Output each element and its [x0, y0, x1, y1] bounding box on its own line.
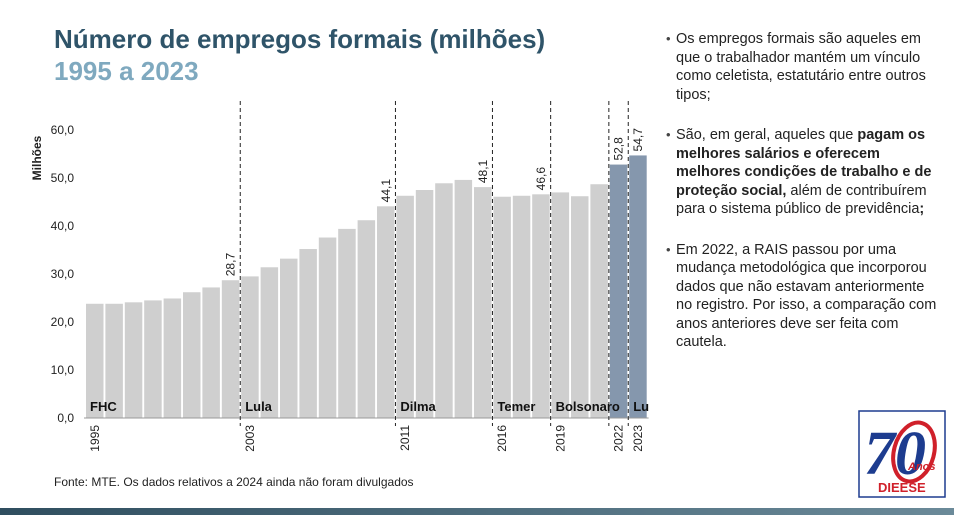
- bar: [532, 194, 550, 418]
- bar: [86, 303, 104, 418]
- bar: [183, 292, 201, 418]
- y-tick-label: 50,0: [51, 171, 75, 185]
- source-note: Fonte: MTE. Os dados relativos a 2024 ai…: [54, 475, 414, 489]
- bar: [221, 280, 240, 418]
- period-label: Lula: [633, 399, 650, 414]
- bar: [396, 195, 414, 418]
- bar: [144, 300, 162, 418]
- bar: [357, 220, 376, 418]
- bar: [435, 183, 453, 418]
- x-tick-label: 2023: [631, 425, 645, 452]
- bar: [105, 303, 123, 418]
- bar: [318, 237, 337, 418]
- period-label: Bolsonaro: [556, 399, 620, 414]
- bar: [260, 267, 279, 418]
- x-tick-label: 2011: [398, 425, 412, 451]
- svg-text:Anos: Anos: [907, 461, 936, 473]
- y-tick-label: 40,0: [51, 219, 75, 233]
- bar: [280, 258, 298, 418]
- bar: [163, 298, 182, 418]
- bar: [551, 192, 570, 418]
- chart-subtitle: 1995 a 2023: [54, 56, 199, 86]
- chart-title: Número de empregos formais (milhões): [54, 24, 546, 54]
- x-tick-label: 2019: [553, 425, 567, 452]
- footer-band: [0, 508, 954, 515]
- period-label: FHC: [90, 399, 117, 414]
- period-label: Dilma: [400, 399, 436, 414]
- bar: [512, 195, 531, 418]
- notes-panel: Os empregos formais são aqueles em que o…: [666, 30, 938, 374]
- bar: [629, 155, 647, 418]
- y-tick-label: 10,0: [51, 363, 75, 377]
- bar: [571, 196, 589, 418]
- x-tick-label: 2003: [243, 425, 257, 452]
- period-label: Lula: [245, 399, 272, 414]
- note-text: além de contribuírem para o sistema públ…: [676, 182, 927, 218]
- note-item: Os empregos formais são aqueles em que o…: [666, 30, 938, 104]
- bar: [609, 164, 628, 418]
- bar: [338, 228, 356, 418]
- bar: [493, 196, 511, 418]
- note-text: pagam os melhores salários e oferecem me…: [676, 127, 932, 199]
- bar: [202, 287, 220, 418]
- bar: [124, 302, 143, 418]
- bar: [474, 187, 492, 418]
- bar: [590, 184, 608, 418]
- note-text: São, em geral, aqueles que: [676, 127, 858, 143]
- bar: [377, 206, 395, 418]
- x-tick-label: 1995: [88, 425, 102, 452]
- y-tick-label: 60,0: [51, 123, 75, 137]
- note-text: Em 2022, a RAIS passou por uma mudança m…: [676, 241, 937, 351]
- data-label: 54,7: [631, 128, 645, 152]
- bar: [299, 249, 317, 418]
- y-tick-label: 20,0: [51, 315, 75, 329]
- bar: [241, 276, 259, 418]
- y-axis-label: Milhões: [30, 135, 44, 180]
- bar-chart: 0,0 10,0 20,0 30,0 40,0 50,0 60,0 Milhões 28,7 44…: [30, 101, 650, 452]
- note-text: ;: [919, 201, 925, 217]
- bar: [415, 190, 434, 418]
- period-label: Temer: [497, 399, 535, 414]
- x-tick-label: 2016: [495, 425, 509, 452]
- svg-text:DIEESE: DIEESE: [878, 480, 926, 495]
- data-label: 52,8: [612, 137, 626, 161]
- bar: [454, 179, 473, 418]
- x-tick-label: 2022: [612, 425, 626, 452]
- note-text: Os empregos formais são aqueles em que o…: [676, 31, 926, 103]
- data-label: 46,6: [534, 167, 548, 191]
- data-label: 44,1: [379, 179, 393, 203]
- data-label: 28,7: [224, 253, 238, 277]
- dieese-70-anos-logo: 70 Anos DIEESE: [858, 410, 946, 498]
- y-tick-label: 0,0: [57, 411, 74, 425]
- note-item: Em 2022, a RAIS passou por uma mudança m…: [666, 241, 938, 352]
- data-label: 48,1: [476, 159, 490, 183]
- note-item: São, em geral, aqueles que pagam os melh…: [666, 126, 938, 219]
- y-tick-label: 30,0: [51, 267, 75, 281]
